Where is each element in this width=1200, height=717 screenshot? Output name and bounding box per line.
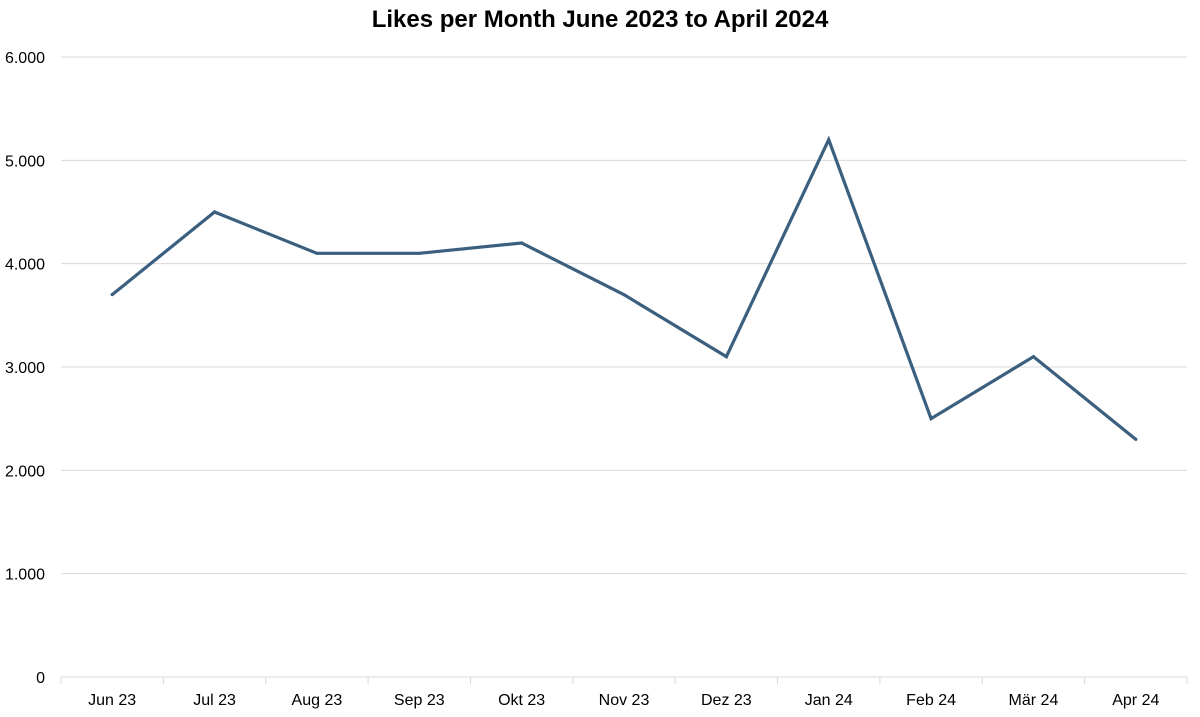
y-tick-label: 3.000: [5, 360, 45, 377]
y-tick-label: 2.000: [5, 463, 45, 480]
x-tick-label: Jan 24: [805, 692, 853, 709]
x-tick-label: Jul 23: [193, 692, 236, 709]
y-tick-label: 5.000: [5, 153, 45, 170]
y-tick-label: 4.000: [5, 257, 45, 274]
series-line: [111, 135, 1137, 441]
x-tick-label: Sep 23: [394, 692, 445, 709]
data-point: [827, 138, 831, 142]
x-tick-label: Nov 23: [599, 692, 650, 709]
data-point: [1031, 355, 1036, 359]
data-point: [110, 293, 114, 297]
data-point: [929, 417, 933, 421]
data-point: [417, 251, 421, 255]
data-point: [520, 241, 524, 245]
data-point: [622, 293, 626, 297]
x-tick-label: Apr 24: [1112, 692, 1159, 709]
chart-title: Likes per Month June 2023 to April 2024: [371, 6, 829, 33]
x-tick-label: Dez 23: [701, 692, 752, 709]
x-tick-label: Mär 24: [1009, 692, 1059, 709]
y-tick-label: 1.000: [5, 567, 45, 584]
x-tick-label: Jun 23: [88, 692, 136, 709]
x-tick-label: Feb 24: [906, 692, 956, 709]
y-tick-label: 6.000: [5, 50, 45, 67]
data-point: [315, 251, 319, 255]
data-point: [1134, 437, 1138, 441]
x-tick-label: Okt 23: [498, 692, 545, 709]
x-tick-label: Aug 23: [292, 692, 343, 709]
data-point: [724, 355, 728, 359]
data-point: [212, 210, 217, 214]
y-tick-label: 0: [36, 670, 45, 687]
